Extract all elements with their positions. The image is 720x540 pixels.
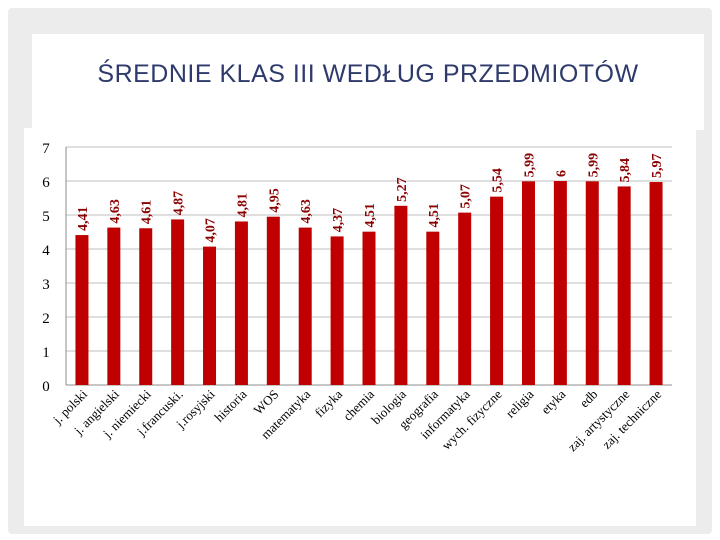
y-tick-label: 2 (42, 311, 50, 327)
data-label: 5,99 (522, 153, 537, 178)
plot-background (24, 128, 696, 526)
data-label: 5,54 (491, 168, 506, 193)
bar (139, 228, 153, 385)
y-tick-label: 5 (42, 209, 50, 225)
data-label: 4,95 (267, 188, 282, 213)
data-label: 4,81 (235, 193, 250, 218)
bar (649, 182, 663, 385)
data-label: 5,84 (618, 158, 633, 183)
data-label: 4,51 (363, 203, 378, 228)
y-tick-label: 3 (42, 277, 50, 293)
data-label: 4,63 (108, 199, 123, 224)
y-tick-label: 0 (42, 379, 50, 395)
data-label: 4,63 (299, 199, 314, 224)
data-label: 4,07 (204, 218, 219, 243)
bar (266, 216, 280, 385)
bar (171, 219, 185, 385)
bar (107, 227, 121, 385)
bar (298, 227, 312, 385)
y-tick-label: 4 (42, 243, 50, 259)
bar (585, 181, 599, 385)
data-label: 4,87 (172, 191, 187, 216)
data-label: 5,97 (650, 154, 665, 179)
bar (521, 181, 535, 385)
title-box: ŚREDNIE KLAS III WEDŁUG PRZEDMIOTÓW (32, 34, 704, 130)
y-tick-label: 1 (42, 345, 50, 361)
slide-title: ŚREDNIE KLAS III WEDŁUG PRZEDMIOTÓW (97, 60, 639, 88)
y-tick-label: 7 (42, 141, 50, 157)
bar (234, 221, 248, 385)
data-label: 6 (554, 170, 569, 177)
data-label: 4,61 (140, 200, 155, 225)
bar (490, 196, 504, 385)
y-tick-label: 6 (42, 175, 50, 191)
data-label: 4,41 (76, 207, 91, 232)
bar (617, 186, 631, 385)
bar (362, 231, 376, 385)
bar (394, 205, 408, 385)
bar (203, 246, 217, 385)
bar (426, 231, 440, 385)
bar (458, 212, 472, 385)
data-label: 5,27 (395, 177, 410, 202)
data-label: 5,99 (586, 153, 601, 178)
data-label: 4,51 (427, 203, 442, 228)
data-label: 5,07 (459, 184, 474, 209)
bar (330, 236, 344, 385)
bar (75, 235, 89, 385)
data-label: 4,37 (331, 208, 346, 233)
bar (553, 181, 567, 385)
